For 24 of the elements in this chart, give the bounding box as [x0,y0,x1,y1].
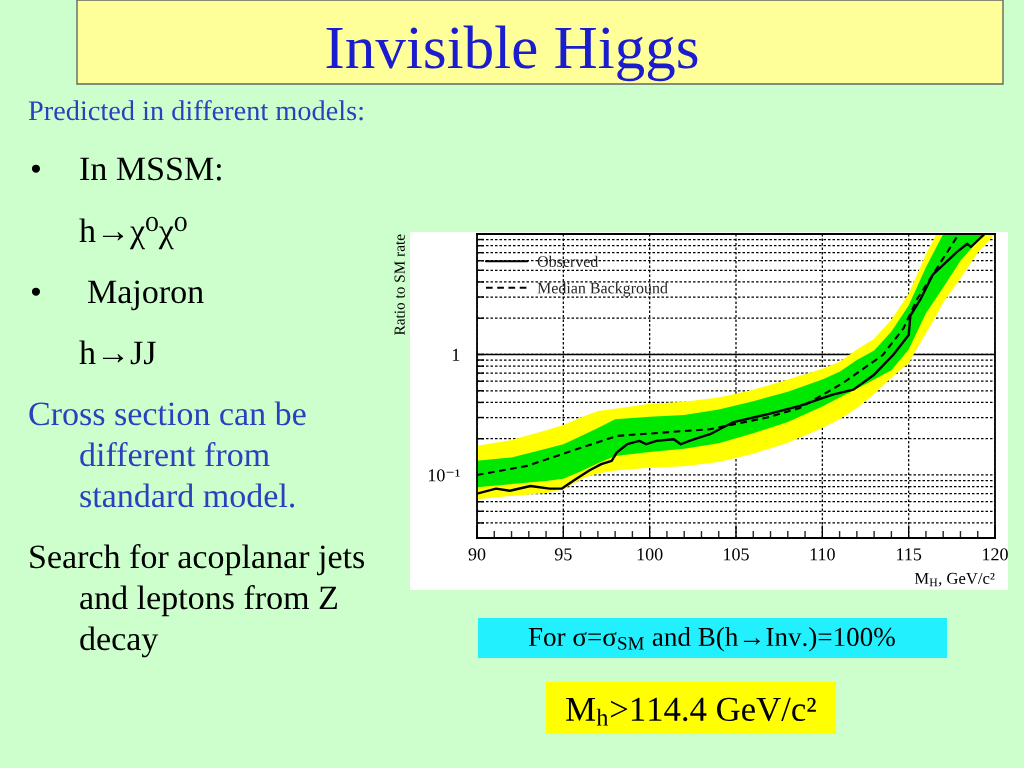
x-tick-label: 120 [983,548,1008,561]
x-tick-label: 110 [810,548,835,561]
text: Majoron [87,280,204,311]
x-tick-label: 90 [468,548,486,561]
y-tick-label: 10⁻¹ [428,469,460,482]
x-tick-label: 115 [897,548,922,561]
text: Predicted in different models: [28,100,363,121]
text: In MSSM: [80,157,221,181]
text: • [31,287,40,296]
x-tick-label: 105 [724,548,749,561]
y-axis-title: Ratio to SM rate [394,234,405,335]
x-tick-label: 95 [554,548,572,561]
text: h→JJ [79,340,156,365]
text: h→χ⁰χ⁰ [79,216,187,250]
legend-label: Median Background [537,282,668,297]
text: For σ=σ$_{SM}$ and B(h→Inv.)=100% [528,627,895,652]
chart-title: Invisible Higgs [326,25,698,82]
y-tick-label: 1 [452,348,460,361]
text: Cross section can be different from standard model. [29,401,306,508]
x-tick-label: 100 [637,548,663,561]
text: M$_{h}$>114.4 GeV/c² [566,697,816,726]
x-axis-title: M$_{H}$, GeV/c² [914,572,995,587]
text: Search for acoplanar jets and leptons from Z decay [30,544,365,658]
text: • [31,164,40,173]
